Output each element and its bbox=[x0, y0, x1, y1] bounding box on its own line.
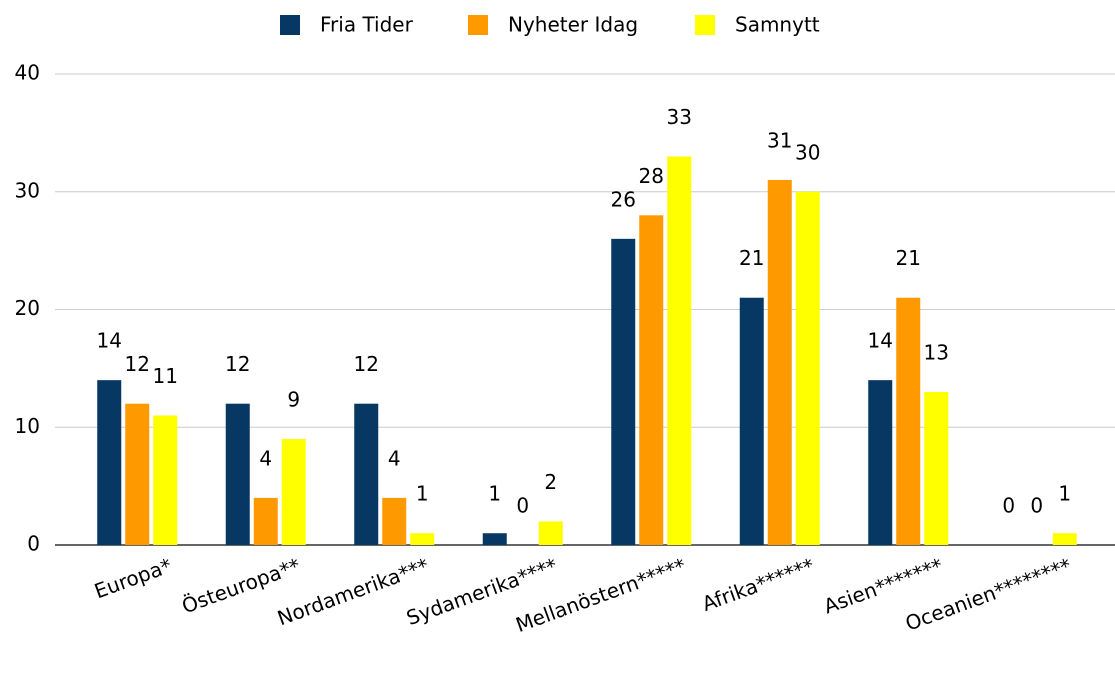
bar bbox=[639, 215, 664, 546]
bar bbox=[281, 439, 306, 545]
data-label: 30 bbox=[795, 140, 820, 164]
bar bbox=[1052, 533, 1077, 545]
legend-swatch bbox=[280, 15, 300, 35]
data-label: 13 bbox=[924, 340, 949, 364]
data-label: 1 bbox=[488, 482, 501, 506]
data-label: 14 bbox=[97, 329, 122, 353]
y-tick-label: 20 bbox=[15, 296, 40, 320]
bar bbox=[253, 497, 278, 545]
data-label: 1 bbox=[416, 482, 429, 506]
data-label: 0 bbox=[516, 494, 529, 518]
x-tick-label: Europa* bbox=[91, 553, 175, 603]
data-label: 2 bbox=[544, 470, 557, 494]
data-label: 9 bbox=[287, 388, 300, 412]
y-tick-label: 10 bbox=[15, 414, 40, 438]
bar bbox=[795, 191, 820, 545]
y-tick-label: 40 bbox=[15, 61, 40, 85]
legend-label: Nyheter Idag bbox=[508, 13, 638, 37]
data-label: 12 bbox=[225, 352, 250, 376]
data-label: 12 bbox=[354, 352, 379, 376]
data-label: 1 bbox=[1058, 482, 1071, 506]
x-tick-label: Afrika****** bbox=[699, 553, 817, 616]
bar bbox=[225, 403, 250, 545]
bar bbox=[382, 497, 407, 545]
data-label: 11 bbox=[153, 364, 178, 388]
data-label: 21 bbox=[739, 246, 764, 270]
bar bbox=[868, 380, 893, 545]
bar bbox=[354, 403, 379, 545]
bar bbox=[667, 156, 692, 546]
data-label: 14 bbox=[868, 329, 893, 353]
bar bbox=[767, 179, 792, 545]
bar bbox=[153, 415, 178, 545]
data-label: 4 bbox=[388, 446, 401, 470]
y-tick-label: 30 bbox=[15, 178, 40, 202]
legend-label: Fria Tider bbox=[320, 13, 414, 37]
legend-swatch bbox=[468, 15, 488, 35]
data-label: 26 bbox=[611, 187, 636, 211]
data-label: 0 bbox=[1030, 494, 1043, 518]
bar bbox=[97, 380, 122, 545]
bar bbox=[482, 533, 507, 545]
data-label: 21 bbox=[896, 246, 921, 270]
data-label: 28 bbox=[639, 164, 664, 188]
data-label: 33 bbox=[667, 105, 692, 129]
data-label: 4 bbox=[259, 446, 272, 470]
y-tick-label: 0 bbox=[27, 532, 40, 556]
bar bbox=[924, 391, 949, 545]
legend-swatch bbox=[695, 15, 715, 35]
bar bbox=[410, 533, 435, 545]
data-label: 0 bbox=[1002, 494, 1015, 518]
bar bbox=[538, 521, 563, 545]
legend-label: Samnytt bbox=[735, 13, 820, 37]
bar bbox=[739, 297, 764, 545]
data-label: 12 bbox=[125, 352, 150, 376]
bar bbox=[611, 238, 636, 545]
bar bbox=[896, 297, 921, 545]
data-label: 31 bbox=[767, 128, 792, 152]
bar bbox=[125, 403, 150, 545]
